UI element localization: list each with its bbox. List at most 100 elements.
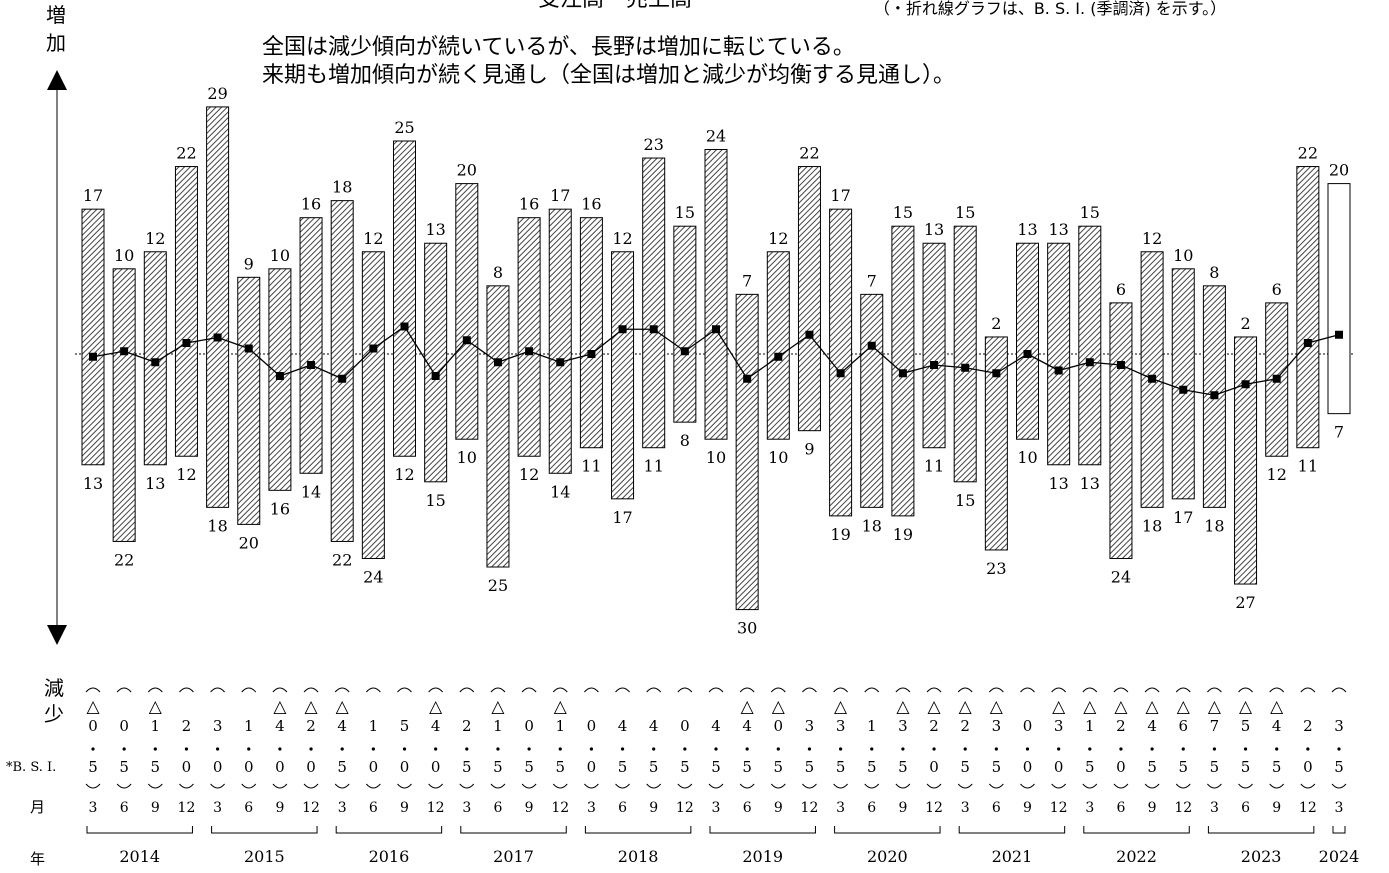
year-bracket [584, 826, 692, 834]
bsi-decimal-point [901, 747, 905, 751]
bar-increase-label: 6 [1116, 280, 1126, 299]
bsi-brace-bottom [428, 783, 444, 789]
bsi-decimal-digit: 0 [1116, 758, 1126, 776]
chart-comment-line2: 来期も増加傾向が続く見通し（全国は増加と減少が均衡する見通し）。 [262, 63, 955, 88]
month-label: 3 [213, 800, 222, 816]
bar-increase-label: 20 [457, 161, 477, 180]
bsi-brace-top [833, 687, 848, 693]
bsi-decimal-digit: 5 [1147, 758, 1157, 776]
bar-increase-label: 18 [332, 178, 352, 197]
bar-increase-label: 22 [799, 144, 819, 163]
bsi-point [1303, 339, 1312, 347]
bar-increase-label: 16 [581, 195, 601, 214]
bar-2020-12 [922, 242, 946, 449]
bsi-point [89, 352, 97, 361]
bsi-integer-digit: 2 [1116, 717, 1126, 735]
month-label: 6 [1116, 800, 1125, 816]
bar-decrease-label: 22 [332, 550, 352, 569]
bsi-integer-digit: 4 [1147, 717, 1157, 735]
bsi-negative-marker: △ [1114, 697, 1128, 717]
bsi-brace-top [1331, 687, 1347, 693]
bsi-decimal-digit: 5 [742, 758, 752, 776]
bsi-decimal-point [1306, 747, 1310, 751]
month-label: 12 [178, 800, 196, 816]
bar-increase-label: 20 [1329, 161, 1349, 180]
bsi-integer-digit: 2 [182, 717, 192, 735]
year-bracket [1332, 826, 1346, 834]
bsi-integer-digit: 1 [151, 717, 161, 735]
bsi-decimal-point [527, 747, 531, 751]
bar-increase-label: 12 [1142, 229, 1162, 248]
bsi-decimal-point [870, 747, 874, 751]
bsi-decimal-digit: 0 [1054, 758, 1064, 776]
month-label: 12 [551, 800, 569, 816]
bsi-brace-bottom [552, 783, 568, 789]
bar-2016-3 [330, 200, 354, 542]
bsi-brace-top [1207, 687, 1222, 693]
bsi-brace-bottom [303, 783, 319, 789]
bsi-integer-digit: 4 [275, 717, 285, 735]
bsi-brace-top [428, 687, 444, 693]
bsi-brace-top [1269, 687, 1285, 693]
bsi-negative-marker: △ [429, 697, 443, 717]
month-label: 6 [493, 800, 502, 816]
bar-2021-3 [953, 225, 977, 483]
bsi-decimal-point [434, 747, 438, 751]
month-label: 3 [338, 800, 347, 816]
bar-decrease-label: 12 [176, 465, 196, 484]
bsi-brace-top [895, 687, 911, 693]
bsi-brace-top [957, 687, 973, 693]
bsi-brace-bottom [179, 783, 194, 789]
bsi-point [120, 347, 129, 356]
bsi-row-label: *B. S. I. [6, 760, 56, 775]
bsi-decimal-digit: 5 [960, 758, 970, 776]
bsi-integer-digit: 1 [369, 717, 379, 735]
bsi-integer-digit: 3 [836, 717, 846, 735]
bsi-brace-bottom [708, 783, 724, 789]
bsi-point [836, 369, 845, 378]
bsi-integer-digit: 3 [1054, 717, 1064, 735]
month-label: 6 [743, 800, 752, 816]
increase-label-char2: 加 [46, 31, 66, 55]
bsi-point [1179, 385, 1188, 394]
bsi-point [774, 352, 783, 361]
bsi-brace-bottom [1269, 783, 1285, 789]
bsi-negative-marker: △ [554, 697, 568, 717]
month-row-label: 月 [30, 798, 45, 816]
bar-increase-label: 25 [394, 118, 414, 137]
bar-2017-9 [517, 217, 541, 457]
bsi-decimal-digit: 0 [1023, 758, 1033, 776]
bsi-integer-digit: 5 [1241, 717, 1251, 735]
bar-increase-label: 15 [955, 203, 975, 222]
bsi-integer-digit: 5 [400, 717, 410, 735]
bsi-negative-marker: △ [1052, 697, 1066, 717]
bsi-brace-bottom [833, 783, 848, 789]
bsi-decimal-point [465, 747, 469, 751]
bar-increase-label: 9 [244, 254, 254, 273]
bsi-decimal-point [558, 747, 562, 751]
bsi-brace-top [552, 687, 568, 693]
bar-decrease-label: 11 [924, 457, 944, 476]
bsi-brace-top [303, 687, 319, 693]
bsi-integer-digit: 3 [805, 717, 815, 735]
month-label: 9 [275, 800, 284, 816]
bsi-decimal-point [340, 747, 344, 751]
bsi-brace-top [1175, 687, 1191, 693]
bsi-brace-bottom [926, 783, 942, 789]
bar-decrease-label: 10 [1017, 448, 1037, 467]
bsi-decimal-point [309, 747, 313, 751]
bsi-decimal-point [1181, 747, 1185, 751]
month-label: 9 [1023, 800, 1032, 816]
bsi-brace-top [85, 687, 101, 693]
bsi-negative-marker: △ [336, 697, 350, 717]
bsi-brace-top [365, 687, 381, 693]
bar-increase-label: 12 [145, 229, 165, 248]
bar-increase-label: 16 [519, 195, 539, 214]
bsi-decimal-point [122, 747, 126, 751]
bar-decrease-label: 7 [1334, 423, 1344, 442]
month-label: 12 [1299, 800, 1317, 816]
bar-increase-label: 15 [1080, 203, 1100, 222]
bsi-brace-bottom [677, 783, 693, 789]
month-label: 3 [587, 800, 596, 816]
bsi-decimal-digit: 5 [1178, 758, 1188, 776]
